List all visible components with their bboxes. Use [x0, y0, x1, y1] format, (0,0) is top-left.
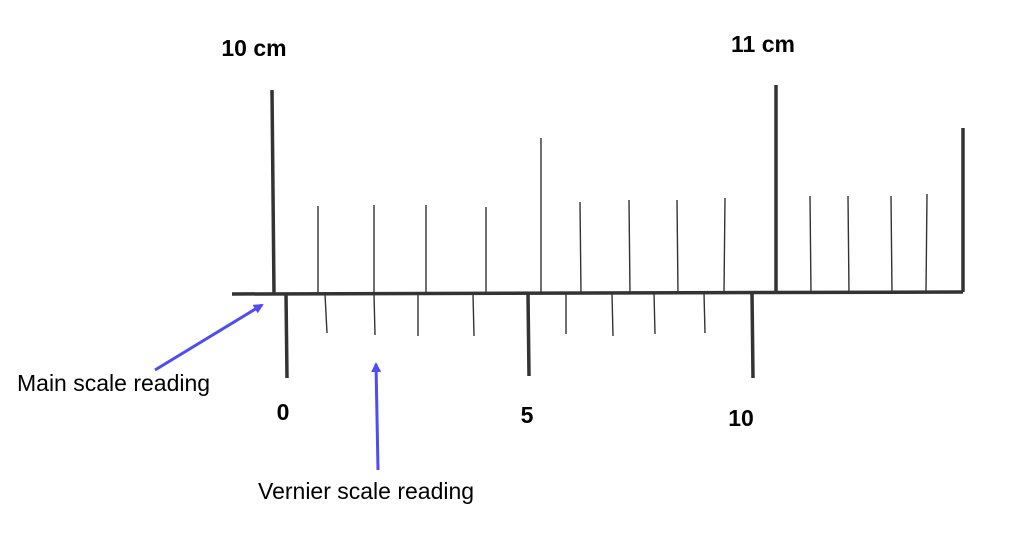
main-tick: [809, 195, 812, 294]
scale-baseline: [231, 290, 964, 296]
vernier-scale: [284, 292, 755, 379]
main-scale: [231, 85, 965, 296]
vernier-tick: [373, 293, 376, 336]
main-tick: [723, 197, 726, 294]
main-tick: [628, 199, 631, 294]
main-tick: [890, 195, 893, 294]
arrow: [154, 303, 264, 372]
main-scale-label: 10 cm: [221, 35, 286, 61]
annotation: Main scale reading: [17, 370, 210, 396]
main-scale-label: 11 cm: [731, 31, 795, 57]
main-tick: [847, 195, 850, 294]
vernier-tick: [750, 292, 755, 379]
vernier-tick: [472, 293, 475, 337]
vernier-tick: [324, 293, 328, 334]
vernier-scale-label: 10: [728, 405, 754, 431]
main-tick: [925, 193, 928, 293]
vernier-tick: [703, 292, 706, 334]
main-tick: [579, 201, 582, 294]
vernier-tick: [526, 293, 531, 377]
arrow: [371, 362, 382, 471]
vernier-scale-label: 0: [277, 399, 290, 425]
annotation: Vernier scale reading: [258, 478, 474, 504]
vernier-tick: [284, 293, 289, 379]
main-tick: [676, 199, 679, 294]
vernier-tick: [653, 292, 656, 335]
vernier-tick: [611, 293, 614, 337]
main-tick: [270, 89, 276, 295]
vernier-scale-label: 5: [521, 402, 534, 428]
